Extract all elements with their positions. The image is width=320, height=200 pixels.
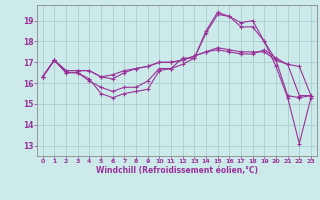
X-axis label: Windchill (Refroidissement éolien,°C): Windchill (Refroidissement éolien,°C) [96, 166, 258, 175]
